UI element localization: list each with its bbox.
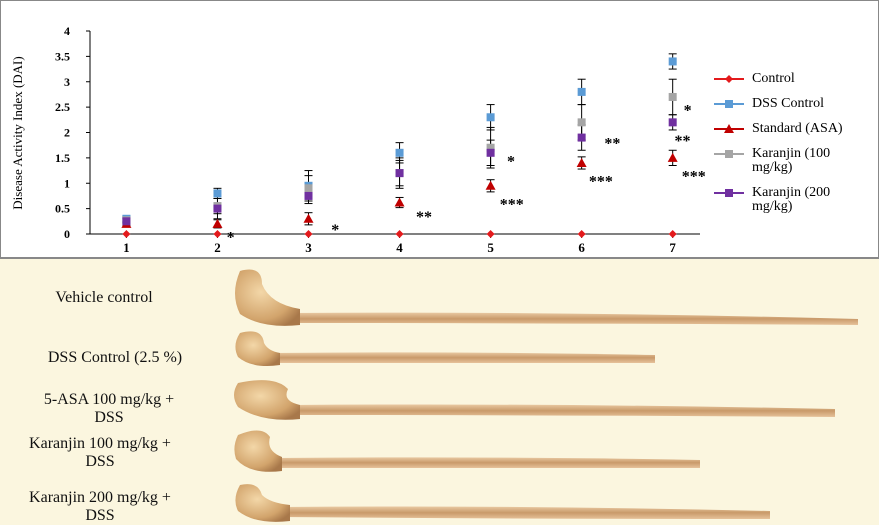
marker <box>396 169 404 177</box>
x-tick-label: 5 <box>487 240 494 255</box>
x-tick-label: 3 <box>305 240 312 255</box>
legend-item: DSS Control <box>712 97 852 111</box>
legend-item: Standard (ASA) <box>712 122 852 136</box>
marker <box>669 57 677 65</box>
marker <box>213 205 221 213</box>
specimen-label: Vehicle control <box>4 289 204 307</box>
annotation: ** <box>416 209 432 226</box>
specimen-4 <box>234 430 700 471</box>
legend-swatch <box>712 147 748 161</box>
y-tick-label: 1 <box>64 176 70 190</box>
page: {"chart_data": {"type": "line", "ylabel"… <box>0 0 879 524</box>
specimen-label: Karanjin 100 mg/kg + DSS <box>20 435 180 471</box>
annotation: ** <box>675 133 691 150</box>
legend-marker <box>725 100 733 108</box>
annotation: * <box>684 103 692 120</box>
legend-swatch <box>712 97 748 111</box>
legend-item: Karanjin (200 mg/kg) <box>712 186 852 214</box>
y-tick-label: 3.5 <box>55 49 70 63</box>
legend-item: Karanjin (100 mg/kg) <box>712 147 852 175</box>
specimen-3 <box>234 380 835 420</box>
x-tick-label: 1 <box>123 240 130 255</box>
y-tick-label: 2.5 <box>55 100 70 114</box>
legend-label: Standard (ASA) <box>752 121 843 136</box>
y-axis-label: Disease Activity Index (DAI) <box>10 56 25 209</box>
specimen-1 <box>235 270 858 326</box>
x-tick-label: 6 <box>578 240 585 255</box>
specimen-2 <box>235 331 655 366</box>
specimen-label: Karanjin 200 mg/kg + DSS <box>20 489 180 525</box>
y-tick-label: 0 <box>64 227 70 241</box>
y-tick-label: 2 <box>64 126 70 140</box>
marker <box>487 113 495 121</box>
marker <box>487 149 495 157</box>
legend-label: DSS Control <box>752 96 824 111</box>
x-tick-label: 2 <box>214 240 221 255</box>
legend: Control DSS Control Standard (ASA) Karanjin… <box>712 72 872 225</box>
legend-swatch <box>712 72 748 86</box>
x-tick-label: 7 <box>669 240 676 255</box>
legend-swatch <box>712 122 748 136</box>
legend-marker <box>725 150 733 158</box>
marker <box>305 184 313 192</box>
y-tick-label: 0.5 <box>55 202 70 216</box>
legend-marker <box>725 189 733 197</box>
specimen-label: 5-ASA 100 mg/kg + DSS <box>34 391 184 427</box>
y-tick-label: 4 <box>64 24 70 38</box>
marker <box>122 217 130 225</box>
x-tick-label: 4 <box>396 240 403 255</box>
annotation: * <box>227 230 235 247</box>
specimen-label: DSS Control (2.5 %) <box>4 349 226 367</box>
annotation: *** <box>500 197 524 214</box>
legend-marker <box>725 75 733 83</box>
marker <box>578 88 586 96</box>
annotation: * <box>331 222 339 239</box>
marker <box>669 118 677 126</box>
legend-label: Karanjin (100 mg/kg) <box>752 146 830 175</box>
specimen-5 <box>235 484 770 522</box>
legend-item: Control <box>712 72 852 86</box>
legend-swatch <box>712 186 748 200</box>
annotation: *** <box>589 174 613 191</box>
legend-label: Control <box>752 71 795 86</box>
marker <box>396 149 404 157</box>
annotation: *** <box>682 169 706 186</box>
y-tick-label: 1.5 <box>55 151 70 165</box>
marker <box>213 189 221 197</box>
legend-label: Karanjin (200 mg/kg) <box>752 185 830 214</box>
annotation: ** <box>604 136 620 153</box>
photo-panel: Vehicle control DSS Control (2.5 %) 5-AS… <box>0 258 879 525</box>
marker <box>669 93 677 101</box>
annotation: * <box>507 153 515 170</box>
marker <box>578 118 586 126</box>
marker <box>578 134 586 142</box>
marker <box>305 192 313 200</box>
y-tick-label: 3 <box>64 75 70 89</box>
